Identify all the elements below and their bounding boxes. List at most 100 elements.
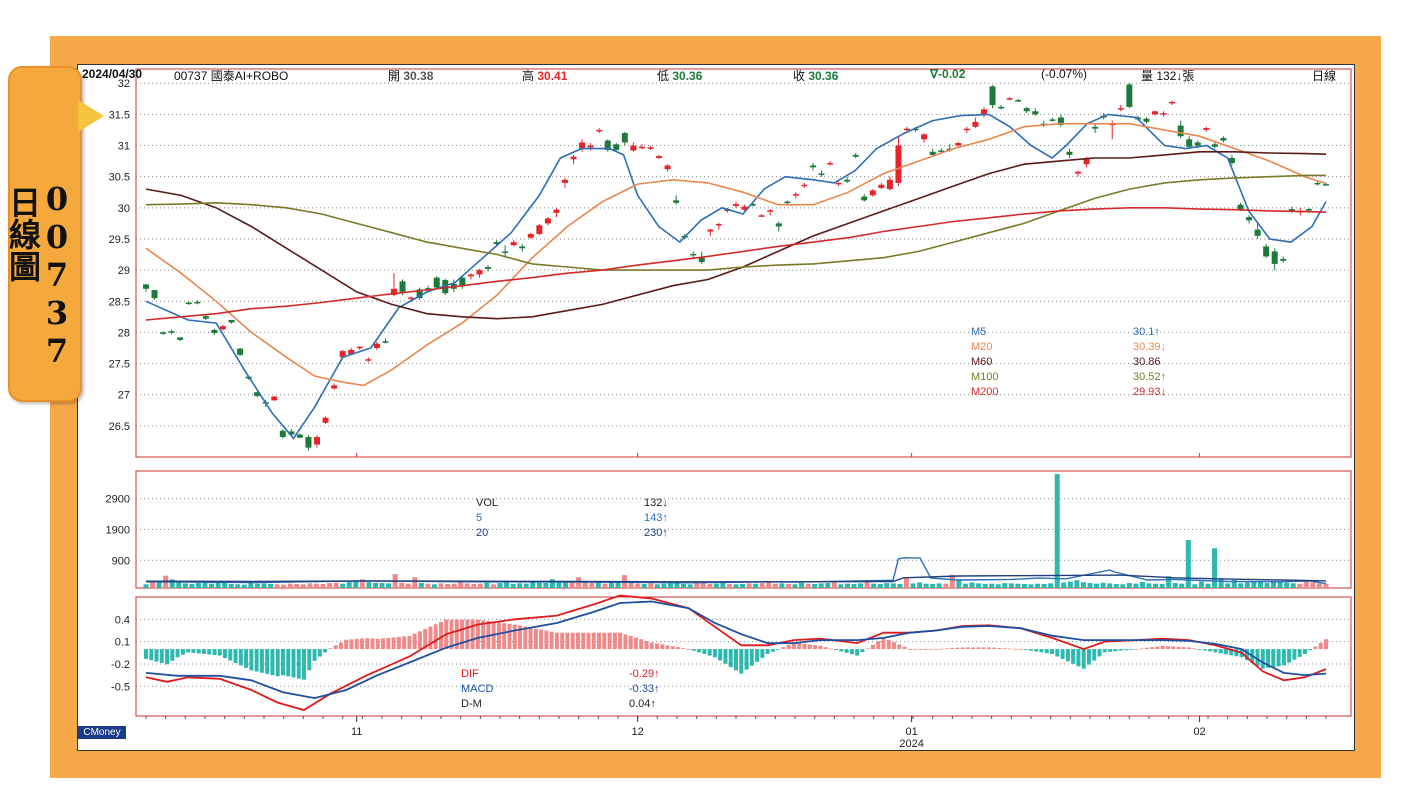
macd-histogram-bar: [591, 632, 596, 650]
volume-bar: [445, 583, 451, 588]
volume-bar: [681, 583, 687, 588]
macd-histogram-bar: [165, 649, 170, 665]
volume-bar: [1094, 583, 1100, 588]
candle-body: [1194, 142, 1201, 146]
candle-body: [784, 201, 791, 204]
macd-histogram-bar: [175, 649, 180, 658]
macd-histogram-bar: [1113, 649, 1118, 652]
volume-bar: [1054, 474, 1060, 588]
volume-bar: [1133, 583, 1139, 588]
volume-bar: [1035, 583, 1041, 588]
candle-body: [485, 267, 492, 269]
candle-body: [493, 242, 500, 244]
macd-histogram-bar: [1244, 649, 1249, 661]
macd-histogram-bar: [660, 644, 665, 650]
macd-histogram-bar: [1287, 649, 1292, 663]
candle-body: [698, 257, 705, 263]
macd-histogram-bar: [407, 635, 412, 650]
macd-histogram-bar: [697, 649, 702, 653]
volume-bar: [772, 583, 778, 588]
volume-bar: [831, 582, 837, 588]
volume-bar: [307, 583, 313, 588]
macd-histogram-bar: [744, 649, 749, 670]
candle-body: [733, 204, 739, 206]
volume-bar: [759, 583, 765, 588]
volume-bar: [359, 579, 365, 588]
volume-bar: [471, 583, 477, 588]
macd-histogram-bar: [1013, 648, 1018, 650]
macd-histogram-bar: [876, 641, 881, 650]
volume-bar: [1303, 579, 1309, 588]
x-axis-month-label: 11: [351, 726, 362, 738]
candle-body: [151, 290, 158, 299]
volume-bar: [1271, 581, 1277, 588]
macd-histogram-bar: [1065, 649, 1070, 662]
volume-bar: [910, 583, 916, 588]
macd-histogram-bar: [834, 649, 839, 650]
candle-body: [690, 253, 697, 256]
candle-body: [1280, 258, 1287, 261]
candle-body: [596, 129, 603, 132]
volume-bar: [969, 582, 975, 588]
macd-histogram-bar: [349, 639, 354, 650]
macd-histogram-bar: [249, 649, 254, 671]
macd-histogram-bar: [344, 639, 349, 650]
macd-histogram-bar: [191, 649, 196, 653]
volume-bar: [484, 582, 490, 588]
macd-histogram-bar: [881, 637, 886, 650]
price-tick-label: 31.5: [109, 109, 130, 121]
candle-body: [955, 143, 962, 146]
macd-histogram-bar: [391, 637, 396, 650]
ma-line-m5: [145, 113, 1327, 440]
macd-histogram-bar: [654, 643, 659, 650]
candle-body: [177, 337, 184, 340]
volume-bar: [936, 583, 942, 588]
macd-histogram-bar: [1302, 649, 1307, 654]
macd-histogram-bar: [270, 649, 275, 676]
candle-body: [972, 121, 979, 127]
candle-body: [613, 144, 620, 150]
macd-histogram-bar: [370, 638, 375, 650]
macd-histogram-bar: [1118, 649, 1123, 651]
macd-histogram-bar: [323, 649, 328, 653]
price-tick-label: 30: [118, 203, 130, 215]
volume-bar: [1087, 583, 1093, 588]
candle-body: [638, 146, 645, 149]
candle-body: [185, 302, 192, 305]
volume-ma5-line: [145, 557, 1327, 585]
macd-histogram-bar: [1292, 649, 1297, 660]
ma-line-m20: [145, 122, 1327, 387]
volume-bar: [1107, 583, 1113, 588]
macd-histogram-bar: [439, 621, 443, 650]
candle-body: [553, 209, 560, 213]
volume-bar: [300, 584, 306, 588]
ma-legend-value: 29.93↓: [1133, 386, 1166, 398]
macd-histogram-bar: [402, 636, 407, 650]
candle-body: [561, 179, 568, 183]
candle-body: [673, 200, 680, 203]
header-period: 日線: [1312, 69, 1337, 83]
volume-bar: [1238, 583, 1244, 588]
candle-body: [1057, 117, 1064, 125]
candle-body: [664, 165, 671, 170]
macd-histogram-bar: [244, 649, 249, 668]
macd-histogram-bar: [823, 647, 828, 650]
macd-histogram-bar: [1076, 649, 1081, 667]
header-high: 高 30.41: [522, 69, 568, 83]
ma-legend-value: 30.52↑: [1133, 371, 1166, 383]
candle-body: [1220, 138, 1227, 141]
macd-histogram-bar: [365, 638, 370, 650]
macd-histogram-bar: [702, 649, 707, 654]
candle-body: [143, 284, 149, 289]
macd-histogram-bar: [144, 649, 148, 659]
candle-body: [416, 289, 423, 299]
chart-svg: 32 31.5 31 30.5 30 29.5 29 28.5 28 27.5 27 26.5 M5 30…: [106, 68, 1352, 750]
volume-bar: [962, 583, 968, 588]
volume-bar: [497, 583, 503, 588]
x-axis-year-label: 2024: [899, 738, 923, 750]
macd-histogram-bar: [1234, 649, 1239, 657]
candle-body: [818, 173, 825, 176]
volume-bar: [182, 583, 188, 588]
macd-histogram-bar: [976, 647, 981, 650]
macd-histogram-bar: [818, 645, 823, 650]
